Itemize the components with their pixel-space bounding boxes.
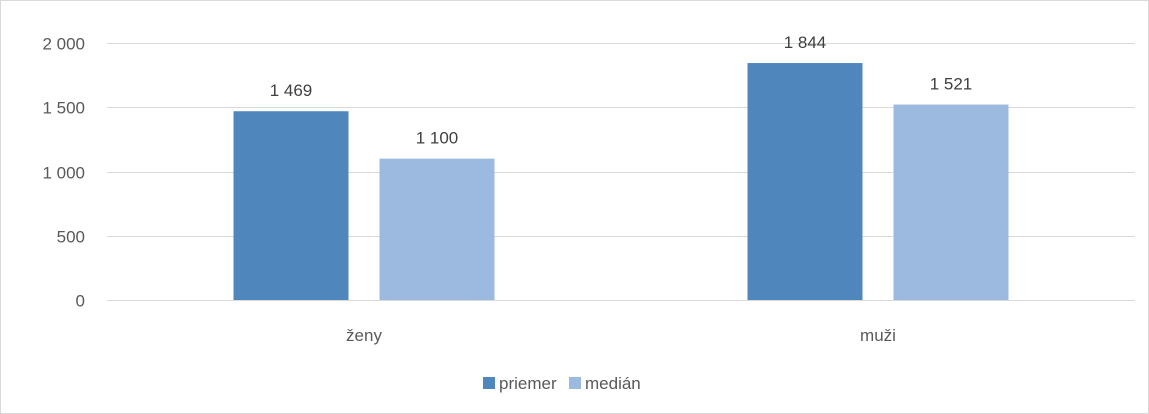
bar-1-0 xyxy=(747,63,863,300)
legend-swatch-0 xyxy=(483,377,495,389)
x-axis-ticks: ženy muži xyxy=(346,326,896,345)
y-tick-label: 1 000 xyxy=(42,164,85,183)
bar-0-1 xyxy=(379,158,495,300)
y-tick-label: 500 xyxy=(57,228,85,247)
data-label: 1 100 xyxy=(416,129,459,148)
data-label: 1 469 xyxy=(270,81,313,100)
bar-1-1 xyxy=(893,104,1009,300)
x-tick-label: ženy xyxy=(346,326,382,345)
data-label: 1 521 xyxy=(930,75,973,94)
y-tick-label: 2 000 xyxy=(42,35,85,54)
data-label: 1 844 xyxy=(784,33,827,52)
bar-0-0 xyxy=(233,111,349,301)
legend-label: priemer xyxy=(499,374,557,393)
legend-label: medián xyxy=(585,374,641,393)
bars xyxy=(233,63,1009,301)
legend: priemer medián xyxy=(483,374,641,393)
data-labels: 1 469 1 100 1 844 1 521 xyxy=(270,33,973,148)
y-tick-label: 0 xyxy=(76,292,85,311)
y-tick-label: 1 500 xyxy=(42,99,85,118)
y-axis-ticks: 0 500 1 000 1 500 2 000 xyxy=(42,35,85,311)
x-tick-label: muži xyxy=(860,326,896,345)
legend-swatch-1 xyxy=(569,377,581,389)
